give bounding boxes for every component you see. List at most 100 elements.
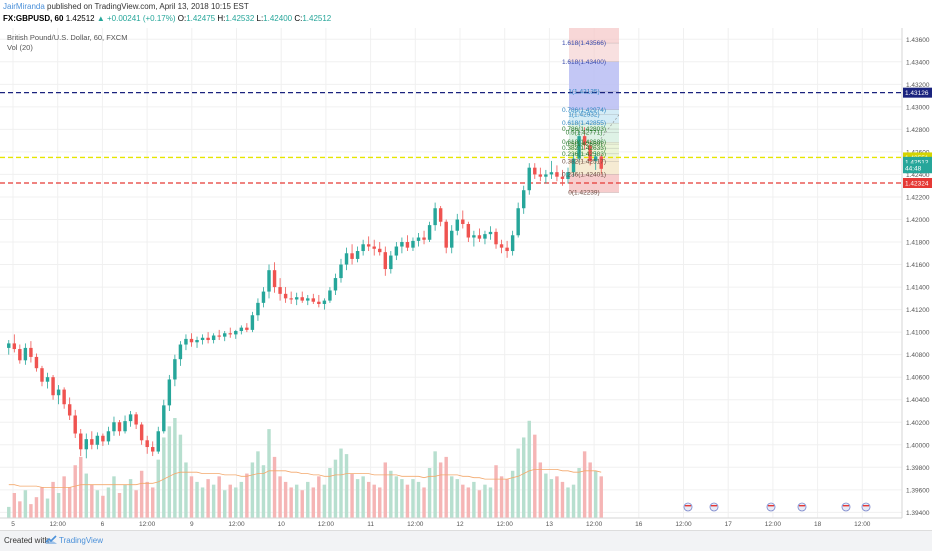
y-tick-label: 1.43200 [906, 82, 930, 89]
x-tick-label: 12:00 [675, 521, 692, 528]
volume-bar [217, 476, 221, 518]
volume-bar [510, 470, 515, 518]
volume-bar [228, 484, 232, 518]
flag-icon [709, 502, 719, 512]
price-tag-label: 1.43126 [905, 90, 929, 97]
volume-bar [582, 451, 587, 518]
time-axis: 5 12:00 6 12:00 9 12:00 10 12:00 11 12:00 12 12:00 1… [0, 517, 902, 528]
volume-bar [433, 451, 437, 518]
fib-label: 0.618(1.42686) [562, 139, 606, 146]
flag-stripe [863, 505, 869, 507]
volume-bar [461, 484, 465, 518]
candle-body [289, 298, 293, 300]
volume-bar [62, 476, 66, 518]
candle-body [261, 291, 266, 303]
volume-bar [588, 462, 592, 518]
candle-body [283, 293, 288, 299]
x-tick-label: 9 [190, 521, 194, 528]
volume-bar [505, 479, 509, 518]
y-tick-label: 1.40400 [906, 397, 930, 404]
volume-bar [372, 484, 376, 518]
volume-bar [566, 487, 570, 518]
candle-body [12, 343, 17, 350]
price-chart[interactable]: 1.618(1.43566) 1.618(1.43400) 1(1.43135) 0.… [0, 0, 932, 530]
candle-body [527, 167, 531, 191]
created-with-text: Created with [4, 536, 49, 545]
volume-bar [488, 487, 493, 518]
open-label: O: [177, 14, 187, 23]
volume-bar [261, 465, 266, 518]
y-tick-label: 1.40600 [906, 375, 930, 382]
volume-bar [311, 487, 316, 518]
candle-body [29, 347, 33, 357]
x-tick-label: 12:00 [228, 521, 245, 528]
candle-body [416, 237, 421, 241]
candle-body [533, 167, 537, 175]
volume-bar [499, 476, 504, 518]
candle-body [117, 422, 122, 432]
y-tick-label: 1.41400 [906, 285, 930, 292]
y-tick-label: 1.42200 [906, 194, 930, 201]
volume-bar [494, 465, 498, 518]
y-tick-label: 1.43600 [906, 37, 930, 44]
candle-body [145, 440, 149, 448]
volume-bar [18, 501, 22, 518]
price-axis-bg [902, 28, 932, 518]
volume-bar [544, 473, 548, 518]
volume-bar [405, 484, 410, 518]
series-legend[interactable]: British Pound/U.S. Dollar, 60, FXCM [7, 33, 128, 42]
volume-bar [394, 476, 399, 518]
close-value: 1.42512 [302, 14, 332, 23]
candle-body [222, 333, 227, 337]
y-tick-label: 1.39400 [906, 510, 930, 517]
volume-bar [73, 465, 77, 518]
volume-bar [167, 426, 172, 518]
price-tag-label: 1.42324 [905, 180, 929, 187]
volume-bar [162, 437, 166, 518]
candle-body [599, 156, 603, 169]
high-value: 1.42532 [225, 14, 255, 23]
flag-icon [683, 502, 693, 512]
candle-body [156, 431, 160, 452]
volume-bar [29, 504, 33, 518]
volume-legend[interactable]: Vol (20) [7, 43, 33, 52]
candle-body [23, 347, 28, 361]
volume-bar [283, 481, 288, 518]
candle-body [333, 278, 338, 291]
candle-body [427, 225, 432, 240]
candle-body [162, 405, 166, 432]
tradingview-brand[interactable]: TradingView [59, 536, 104, 545]
candle-body [134, 414, 138, 425]
candle-body [405, 242, 410, 248]
candle-body [128, 414, 133, 422]
volume-bars [7, 418, 603, 518]
candle-body [505, 247, 509, 252]
fib-label: 0.236(1.42583) [562, 151, 606, 158]
symbol[interactable]: FX:GBPUSD, 60 [3, 14, 64, 23]
volume-bar [245, 473, 249, 518]
volume-bar [355, 479, 360, 518]
candle-body [472, 235, 476, 238]
y-tick-label: 1.40000 [906, 442, 930, 449]
last-price: 1.42512 [65, 14, 95, 23]
volume-bar [7, 506, 11, 518]
volume-bar [361, 476, 365, 518]
author-link[interactable]: JairMiranda [3, 2, 45, 11]
x-tick-label: 12:00 [139, 521, 156, 528]
volume-bar [250, 462, 255, 518]
fib-band-yellow [569, 157, 619, 175]
volume-bar [455, 479, 459, 518]
volume-bar [156, 459, 160, 518]
y-tick-label: 1.42400 [906, 172, 930, 179]
candle-body [588, 145, 592, 161]
volume-bar [128, 479, 133, 518]
candle-body [444, 221, 448, 248]
candle-body [560, 176, 565, 179]
candle-body [67, 404, 72, 416]
price-tag-label: 1.42512 [905, 159, 929, 166]
candle-body [18, 349, 22, 361]
candlesticks [7, 127, 603, 459]
candle-body [206, 337, 210, 341]
candle-body [483, 234, 487, 239]
